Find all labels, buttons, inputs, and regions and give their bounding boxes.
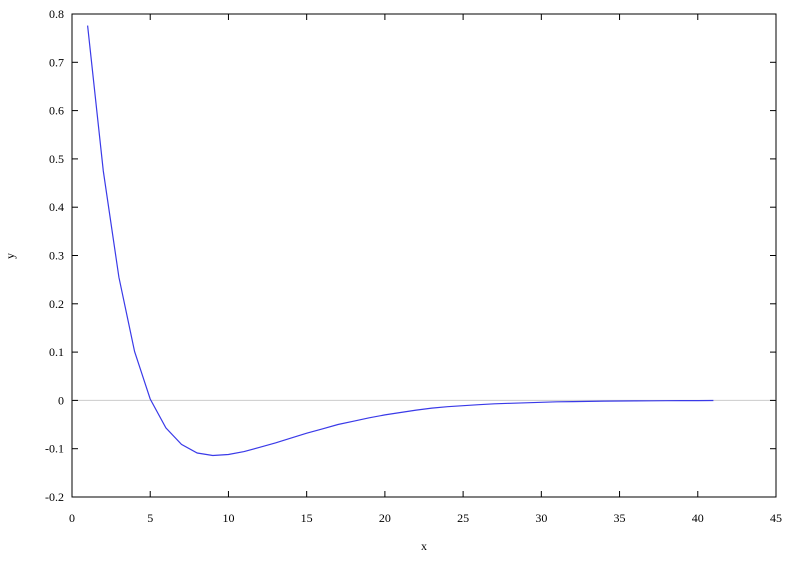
y-tick-label: 0.2 bbox=[49, 297, 64, 311]
y-tick-label: 0.5 bbox=[49, 152, 64, 166]
y-tick-label: -0.2 bbox=[45, 490, 64, 504]
x-tick-label: 20 bbox=[379, 511, 391, 525]
y-tick-label: 0 bbox=[58, 393, 64, 407]
x-tick-label: 10 bbox=[222, 511, 234, 525]
y-tick-label: 0.3 bbox=[49, 249, 64, 263]
y-tick-label: 0.8 bbox=[49, 7, 64, 21]
x-tick-label: 40 bbox=[692, 511, 704, 525]
plot-frame bbox=[71, 13, 777, 498]
x-tick-label: 5 bbox=[147, 511, 153, 525]
x-tick-label: 35 bbox=[614, 511, 626, 525]
y-tick-label: -0.1 bbox=[45, 442, 64, 456]
x-tick-label: 0 bbox=[69, 511, 75, 525]
x-tick-label: 25 bbox=[457, 511, 469, 525]
y-tick-label: 0.1 bbox=[49, 345, 64, 359]
x-tick-label: 30 bbox=[535, 511, 547, 525]
x-axis-title: x bbox=[421, 539, 427, 553]
y-tick-label: 0.6 bbox=[49, 104, 64, 118]
y-tick-label: 0.7 bbox=[49, 55, 64, 69]
x-tick-label: 15 bbox=[301, 511, 313, 525]
y-axis-title: y bbox=[3, 253, 17, 259]
series-line bbox=[87, 25, 714, 457]
x-tick-label: 45 bbox=[770, 511, 782, 525]
y-tick-label: 0.4 bbox=[49, 200, 64, 214]
